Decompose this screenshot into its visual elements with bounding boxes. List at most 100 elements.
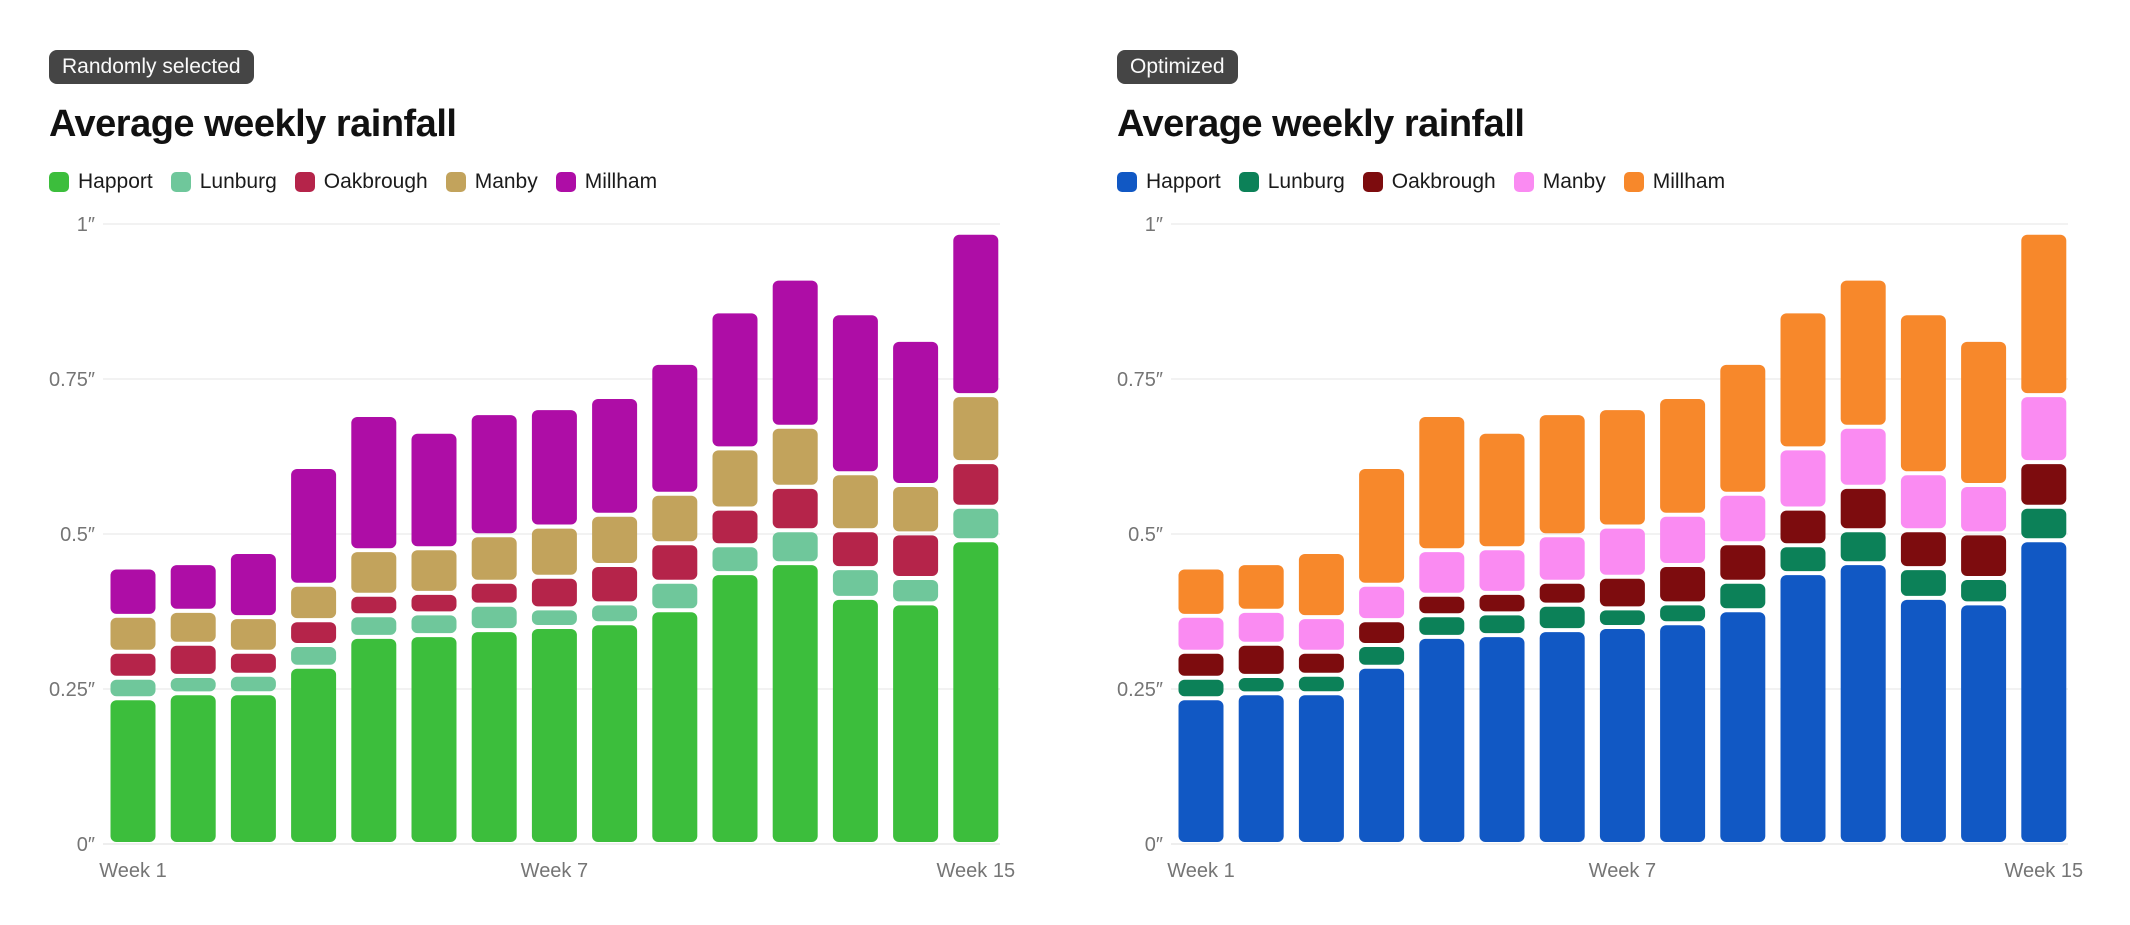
bar-segment-week-8-millham[interactable] <box>531 410 577 525</box>
bar-segment-week-4-happort[interactable] <box>1359 668 1405 842</box>
bar-segment-week-1-lunburg[interactable] <box>110 679 156 697</box>
bar-segment-week-15-lunburg[interactable] <box>2021 508 2067 539</box>
bar-segment-week-3-oakbrough[interactable] <box>230 653 276 673</box>
bar-segment-week-6-lunburg[interactable] <box>411 615 457 634</box>
bar-segment-week-13-oakbrough[interactable] <box>1900 532 1946 567</box>
bar-segment-week-10-lunburg[interactable] <box>1720 583 1766 609</box>
bar-segment-week-15-manby[interactable] <box>2021 397 2067 461</box>
bar-segment-week-11-happort[interactable] <box>712 575 758 842</box>
bar-segment-week-13-lunburg[interactable] <box>1900 570 1946 596</box>
bar-segment-week-8-happort[interactable] <box>531 629 577 842</box>
bar-segment-week-1-lunburg[interactable] <box>1178 679 1224 697</box>
bar-segment-week-4-happort[interactable] <box>291 668 337 842</box>
bar-segment-week-15-oakbrough[interactable] <box>953 464 999 505</box>
bar-segment-week-9-lunburg[interactable] <box>1660 605 1706 622</box>
bar-segment-week-7-happort[interactable] <box>1539 632 1585 842</box>
bar-segment-week-12-lunburg[interactable] <box>1840 532 1886 562</box>
bar-segment-week-6-lunburg[interactable] <box>1479 615 1525 634</box>
legend-item-manby[interactable]: Manby <box>445 170 538 194</box>
bar-segment-week-14-manby[interactable] <box>893 487 939 532</box>
bar-segment-week-10-millham[interactable] <box>1720 364 1766 492</box>
bar-segment-week-12-happort[interactable] <box>1840 565 1886 842</box>
bar-segment-week-6-millham[interactable] <box>411 433 457 547</box>
bar-segment-week-14-oakbrough[interactable] <box>1961 535 2007 576</box>
bar-segment-week-7-millham[interactable] <box>471 415 517 534</box>
bar-segment-week-13-millham[interactable] <box>832 315 878 472</box>
bar-segment-week-13-happort[interactable] <box>1900 599 1946 842</box>
bar-segment-week-3-happort[interactable] <box>230 695 276 842</box>
legend-item-millham[interactable]: Millham <box>1623 170 1725 194</box>
bar-segment-week-11-millham[interactable] <box>1780 313 1826 447</box>
bar-segment-week-13-lunburg[interactable] <box>832 570 878 596</box>
bar-segment-week-5-manby[interactable] <box>351 552 397 593</box>
bar-segment-week-5-happort[interactable] <box>351 638 397 842</box>
bar-segment-week-12-oakbrough[interactable] <box>1840 488 1886 529</box>
bar-segment-week-8-manby[interactable] <box>1599 528 1645 575</box>
bar-segment-week-2-millham[interactable] <box>170 565 216 609</box>
bar-segment-week-5-manby[interactable] <box>1419 552 1465 593</box>
bar-segment-week-14-happort[interactable] <box>1961 605 2007 842</box>
bar-segment-week-9-oakbrough[interactable] <box>1660 567 1706 602</box>
bar-segment-week-11-manby[interactable] <box>1780 450 1826 507</box>
bar-segment-week-9-lunburg[interactable] <box>592 605 638 622</box>
bar-segment-week-1-millham[interactable] <box>110 569 156 614</box>
bar-segment-week-9-happort[interactable] <box>592 625 638 842</box>
bar-segment-week-6-millham[interactable] <box>1479 433 1525 547</box>
bar-segment-week-5-oakbrough[interactable] <box>351 596 397 614</box>
bar-segment-week-7-manby[interactable] <box>471 537 517 580</box>
legend-item-lunburg[interactable]: Lunburg <box>1238 170 1345 194</box>
bar-segment-week-5-millham[interactable] <box>1419 417 1465 549</box>
bar-segment-week-9-millham[interactable] <box>1660 399 1706 513</box>
bar-segment-week-7-happort[interactable] <box>471 632 517 842</box>
bar-segment-week-10-happort[interactable] <box>1720 612 1766 842</box>
bar-segment-week-10-manby[interactable] <box>652 495 698 542</box>
bar-segment-week-14-lunburg[interactable] <box>1961 580 2007 602</box>
bar-segment-week-11-oakbrough[interactable] <box>1780 510 1826 544</box>
bar-segment-week-10-lunburg[interactable] <box>652 583 698 609</box>
bar-segment-week-13-millham[interactable] <box>1900 315 1946 472</box>
bar-segment-week-13-manby[interactable] <box>832 475 878 529</box>
bar-segment-week-1-millham[interactable] <box>1178 569 1224 614</box>
bar-segment-week-9-millham[interactable] <box>592 399 638 513</box>
bar-segment-week-11-oakbrough[interactable] <box>712 510 758 544</box>
legend-item-oakbrough[interactable]: Oakbrough <box>1362 170 1496 194</box>
bar-segment-week-6-manby[interactable] <box>411 550 457 591</box>
bar-segment-week-6-happort[interactable] <box>411 637 457 842</box>
bar-segment-week-12-manby[interactable] <box>1840 428 1886 485</box>
bar-segment-week-12-millham[interactable] <box>1840 280 1886 425</box>
bar-segment-week-4-manby[interactable] <box>1359 586 1405 619</box>
bar-segment-week-7-millham[interactable] <box>1539 415 1585 534</box>
bar-segment-week-15-happort[interactable] <box>2021 542 2067 842</box>
bar-segment-week-2-manby[interactable] <box>1238 612 1284 642</box>
bar-segment-week-8-oakbrough[interactable] <box>531 578 577 607</box>
bar-segment-week-7-oakbrough[interactable] <box>471 583 517 603</box>
bar-segment-week-3-manby[interactable] <box>1298 619 1344 650</box>
bar-segment-week-14-millham[interactable] <box>893 341 939 483</box>
bar-segment-week-5-lunburg[interactable] <box>351 617 397 635</box>
bar-segment-week-8-lunburg[interactable] <box>1599 610 1645 625</box>
bar-segment-week-9-oakbrough[interactable] <box>592 567 638 602</box>
bar-segment-week-8-manby[interactable] <box>531 528 577 575</box>
bar-segment-week-1-oakbrough[interactable] <box>1178 653 1224 676</box>
bar-segment-week-14-millham[interactable] <box>1961 341 2007 483</box>
bar-segment-week-11-millham[interactable] <box>712 313 758 447</box>
bar-segment-week-9-manby[interactable] <box>1660 516 1706 563</box>
bar-segment-week-11-manby[interactable] <box>712 450 758 507</box>
bar-segment-week-3-millham[interactable] <box>230 554 276 616</box>
bar-segment-week-14-lunburg[interactable] <box>893 580 939 602</box>
bar-segment-week-6-oakbrough[interactable] <box>411 594 457 612</box>
bar-segment-week-1-oakbrough[interactable] <box>110 653 156 676</box>
bar-segment-week-10-oakbrough[interactable] <box>652 545 698 580</box>
bar-segment-week-1-manby[interactable] <box>110 617 156 650</box>
legend-item-happort[interactable]: Happort <box>1117 170 1221 194</box>
bar-segment-week-5-lunburg[interactable] <box>1419 617 1465 635</box>
bar-segment-week-6-manby[interactable] <box>1479 550 1525 591</box>
bar-segment-week-8-oakbrough[interactable] <box>1599 578 1645 607</box>
bar-segment-week-10-oakbrough[interactable] <box>1720 545 1766 580</box>
bar-segment-week-1-happort[interactable] <box>110 700 156 842</box>
bar-segment-week-2-millham[interactable] <box>1238 565 1284 609</box>
bar-segment-week-12-millham[interactable] <box>772 280 818 425</box>
bar-segment-week-4-lunburg[interactable] <box>291 647 337 665</box>
bar-segment-week-2-lunburg[interactable] <box>1238 678 1284 692</box>
bar-segment-week-2-happort[interactable] <box>170 695 216 842</box>
